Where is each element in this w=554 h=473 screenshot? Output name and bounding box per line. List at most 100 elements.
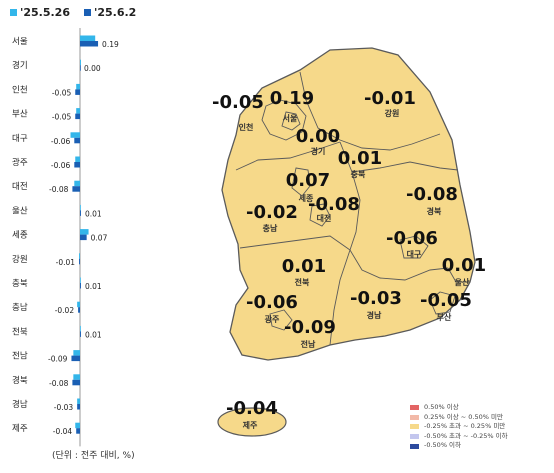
bar-2 [74, 162, 80, 168]
bar-1 [80, 325, 81, 332]
bar-2 [78, 307, 80, 313]
bar-1 [76, 83, 80, 90]
unit-note: (단위 : 전주 대비, %) [52, 451, 135, 461]
bar-1 [80, 35, 96, 41]
data-label: -0.08 [49, 379, 69, 388]
region-name: 경기 [311, 146, 326, 156]
bar-2 [72, 379, 80, 386]
map-legend-row: 0.25% 이상 ~ 0.50% 미만 [410, 413, 508, 423]
data-label: 0.01 [85, 209, 102, 218]
bar-2 [80, 41, 99, 47]
region-border [309, 203, 331, 227]
region-border [291, 167, 311, 197]
data-label: -0.04 [53, 427, 73, 436]
bar-1 [75, 422, 80, 429]
region-border [429, 291, 456, 315]
map-legend-swatch [410, 424, 419, 430]
region-name: 전북 [295, 277, 310, 287]
data-label: 0.19 [102, 40, 119, 49]
category-label: 전남 [12, 351, 28, 362]
data-label: -0.05 [52, 113, 72, 122]
category-label: 대전 [12, 181, 28, 192]
region-name: 울산 [455, 277, 470, 287]
bar-2 [80, 331, 81, 337]
region-border [399, 235, 429, 259]
category-label: 강원 [12, 254, 28, 265]
region-border [235, 141, 341, 171]
bar-2 [74, 137, 80, 144]
region-border [329, 249, 351, 346]
legend-swatch-series-1 [10, 9, 17, 16]
bar-1 [77, 301, 80, 308]
bar-2 [75, 89, 80, 95]
category-label: 서울 [12, 37, 28, 47]
bar-1 [73, 350, 80, 356]
region-border [239, 235, 351, 251]
bar-2 [72, 186, 80, 192]
legend-label-series-1: '25.5.26 [20, 6, 70, 19]
category-label: 충남 [12, 303, 28, 313]
region-border [339, 141, 361, 251]
category-label: 경기 [12, 60, 28, 71]
category-label: 울산 [12, 205, 28, 216]
map-color-legend: 0.50% 이상 0.25% 이상 ~ 0.50% 미만 -0.25% 초과 ~… [410, 403, 508, 451]
region-value: -0.05 [212, 92, 264, 113]
region-name: 세종 [299, 193, 314, 203]
category-label: 인천 [12, 84, 28, 95]
region-value: -0.01 [364, 88, 416, 109]
region-value: -0.02 [246, 202, 298, 223]
data-label: -0.05 [52, 88, 72, 97]
category-label: 경남 [12, 399, 28, 410]
bar-1 [74, 180, 80, 187]
map-legend-swatch [410, 443, 419, 449]
region-value: -0.09 [284, 317, 336, 338]
region-name: 충남 [263, 223, 278, 233]
map-legend-label: -0.25% 초과 ~ 0.25% 미만 [424, 422, 506, 431]
region-name: 대전 [317, 213, 332, 223]
map-legend-row: -0.25% 초과 ~ 0.25% 미만 [410, 422, 508, 432]
region-name: 강원 [385, 108, 400, 118]
region-value: 0.01 [282, 256, 326, 277]
data-label: -0.03 [54, 403, 74, 412]
category-label: 제주 [12, 424, 28, 434]
bar-2 [71, 355, 80, 362]
region-name: 인천 [239, 122, 254, 132]
region-name: 제주 [243, 420, 258, 430]
region-value: -0.08 [308, 194, 360, 215]
data-label: -0.06 [51, 137, 71, 146]
category-label: 광주 [12, 157, 28, 168]
map-legend-swatch [410, 405, 419, 411]
region-border [299, 71, 441, 151]
map-legend-row: -0.50% 이하 [410, 441, 508, 451]
bar-1 [73, 374, 80, 380]
map-legend-row: 0.50% 이상 [410, 403, 508, 413]
legend-label-series-2: '25.6.2 [94, 6, 137, 19]
region-value: -0.05 [420, 290, 472, 311]
bar-2 [80, 65, 81, 71]
map-legend-label: 0.25% 이상 ~ 0.50% 미만 [424, 412, 503, 421]
region-value: 0.01 [442, 255, 486, 276]
jeju-island-shape [217, 407, 287, 437]
category-label: 경북 [12, 375, 28, 386]
bar-1 [80, 277, 81, 283]
bar-1 [80, 204, 81, 211]
region-name: 부산 [437, 312, 452, 322]
region-value: 0.01 [338, 148, 382, 169]
bar-2 [77, 404, 80, 410]
bar-2 [75, 113, 80, 120]
region-border [349, 249, 449, 281]
data-label: -0.06 [51, 161, 71, 170]
bar-1 [75, 156, 80, 162]
region-name: 경남 [367, 310, 382, 320]
region-border [261, 99, 307, 141]
region-border [351, 161, 459, 173]
map-legend-swatch [410, 434, 419, 440]
category-label: 부산 [12, 109, 28, 120]
region-border [447, 267, 470, 283]
category-label: 세종 [12, 231, 28, 241]
region-name: 광주 [265, 314, 280, 324]
category-label: 전북 [12, 326, 28, 337]
map-legend-swatch [410, 414, 419, 420]
